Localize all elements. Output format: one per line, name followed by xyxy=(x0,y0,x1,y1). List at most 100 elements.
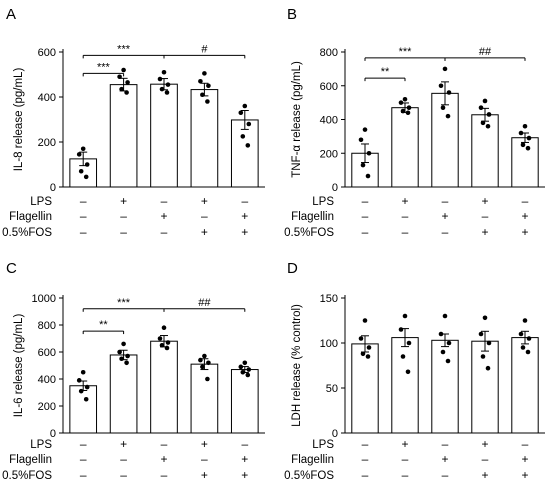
data-point xyxy=(482,315,488,321)
significance-label: ** xyxy=(99,319,108,331)
condition-mark: – xyxy=(80,452,87,466)
data-point xyxy=(206,360,211,366)
condition-mark: – xyxy=(362,437,369,451)
condition-mark: + xyxy=(481,225,488,239)
y-tick-label: 400 xyxy=(38,374,56,386)
data-point xyxy=(80,369,86,375)
data-point xyxy=(518,331,524,337)
data-point xyxy=(80,146,86,152)
data-point xyxy=(119,86,124,92)
condition-mark: + xyxy=(401,194,408,208)
condition-mark: – xyxy=(362,209,369,223)
condition-mark: + xyxy=(521,468,528,482)
data-point xyxy=(525,349,531,355)
bar xyxy=(150,83,178,188)
data-point xyxy=(518,130,524,136)
significance-label: ## xyxy=(198,297,211,309)
significance-label: *** xyxy=(399,46,413,58)
bar xyxy=(190,89,219,188)
data-point xyxy=(485,123,491,129)
data-point xyxy=(522,318,528,323)
data-point xyxy=(198,357,203,363)
data-point xyxy=(78,168,84,174)
condition-mark: + xyxy=(441,209,448,223)
condition-mark: + xyxy=(201,437,208,451)
data-point xyxy=(124,90,129,95)
bar xyxy=(150,340,178,434)
condition-mark: + xyxy=(521,209,528,223)
data-point xyxy=(246,121,252,127)
data-point xyxy=(405,110,411,116)
data-point xyxy=(78,388,84,394)
condition-label: 0.5%FOS xyxy=(284,227,334,239)
condition-mark: – xyxy=(402,452,409,466)
data-point xyxy=(440,105,446,110)
data-point xyxy=(125,353,130,359)
y-tick-label: 600 xyxy=(38,47,56,59)
y-tick-label: 400 xyxy=(38,92,56,104)
condition-label: LPS xyxy=(312,196,334,208)
condition-mark: + xyxy=(441,452,448,466)
significance-label: ## xyxy=(479,46,492,58)
condition-mark: + xyxy=(481,194,488,208)
condition-mark: – xyxy=(80,468,87,482)
condition-mark: – xyxy=(362,468,369,482)
y-tick-label: 150 xyxy=(320,293,338,305)
data-point xyxy=(117,349,122,355)
significance-label: *** xyxy=(117,43,131,55)
data-point xyxy=(525,145,531,151)
y-tick-label: 400 xyxy=(320,115,338,127)
data-point xyxy=(365,173,371,179)
y-tick-label: 0 xyxy=(332,428,338,440)
data-point xyxy=(526,336,532,341)
condition-mark: + xyxy=(401,437,408,451)
condition-mark: – xyxy=(522,194,529,208)
bar xyxy=(351,343,379,434)
data-point xyxy=(164,345,170,351)
bar xyxy=(230,369,259,434)
y-tick-label: 0 xyxy=(50,428,56,440)
data-point xyxy=(522,123,528,129)
data-point xyxy=(405,369,411,375)
data-point xyxy=(121,67,126,73)
bar xyxy=(190,363,219,434)
condition-label: Flagellin xyxy=(9,454,52,466)
data-point xyxy=(402,96,408,102)
y-axis-label: IL-6 release (pg/mL) xyxy=(13,314,25,418)
data-point xyxy=(446,340,452,346)
condition-label: LPS xyxy=(30,439,52,451)
condition-mark: – xyxy=(161,194,168,208)
data-point xyxy=(117,74,122,80)
bar xyxy=(230,119,259,188)
y-tick-label: 0 xyxy=(332,182,338,194)
condition-label: Flagellin xyxy=(9,211,52,223)
data-point xyxy=(242,360,248,366)
significance-label: ** xyxy=(381,66,390,78)
data-point xyxy=(246,367,252,372)
condition-mark: – xyxy=(201,452,208,466)
data-point xyxy=(438,331,444,337)
bar xyxy=(109,354,138,434)
data-point xyxy=(520,345,526,350)
data-point xyxy=(402,313,408,319)
data-point xyxy=(362,127,368,132)
condition-mark: – xyxy=(362,194,369,208)
data-point xyxy=(445,113,451,119)
bar xyxy=(511,337,539,434)
data-point xyxy=(157,76,163,82)
condition-mark: – xyxy=(482,452,489,466)
condition-mark: – xyxy=(201,209,208,223)
data-point xyxy=(366,150,372,156)
data-point xyxy=(165,340,171,345)
bar xyxy=(471,114,499,188)
condition-mark: – xyxy=(161,468,168,482)
condition-mark: – xyxy=(482,209,489,223)
condition-label: Flagellin xyxy=(291,454,334,466)
data-point xyxy=(366,345,372,350)
data-point xyxy=(119,356,124,362)
data-point xyxy=(245,372,251,378)
y-tick-label: 800 xyxy=(38,320,56,332)
data-point xyxy=(520,142,526,148)
data-point xyxy=(245,143,251,148)
